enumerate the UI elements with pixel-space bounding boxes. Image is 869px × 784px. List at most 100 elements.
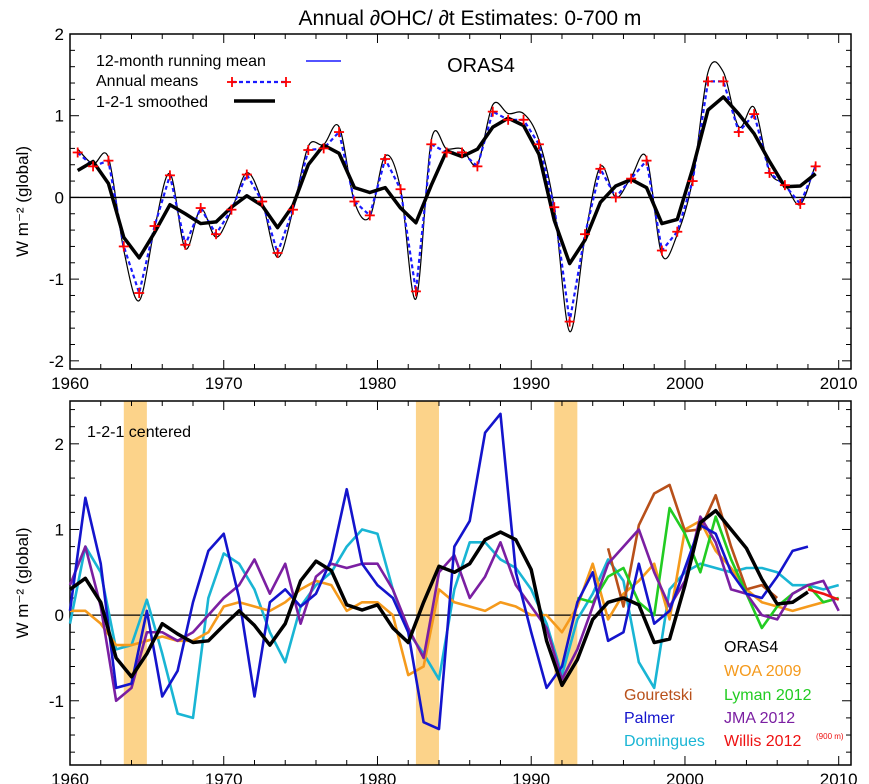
annual-mean-marker bbox=[564, 316, 575, 327]
annual-mean-marker bbox=[764, 167, 775, 178]
annual-mean-marker bbox=[795, 198, 806, 209]
annual-mean-marker bbox=[641, 155, 652, 166]
series-gouretski bbox=[606, 483, 779, 608]
legend-entry: Willis 2012 bbox=[724, 733, 801, 750]
y-tick-label: 2 bbox=[55, 435, 64, 454]
annual-mean-marker bbox=[257, 196, 268, 207]
x-tick-label: 1960 bbox=[51, 770, 89, 784]
y-tick-label: 1 bbox=[55, 520, 64, 539]
annual-mean-marker bbox=[810, 161, 821, 172]
annual-mean-marker bbox=[134, 288, 145, 299]
annual-mean-marker bbox=[487, 106, 498, 117]
volcanic-band bbox=[554, 401, 578, 765]
x-tick-label: 2000 bbox=[666, 374, 704, 393]
annual-mean-marker bbox=[441, 147, 452, 158]
y-tick-label: -2 bbox=[49, 352, 64, 371]
annual-mean-marker bbox=[533, 139, 544, 150]
legend-entry: ORAS4 bbox=[724, 639, 778, 656]
annual-mean-marker bbox=[410, 286, 421, 297]
annual-mean-marker bbox=[549, 202, 560, 213]
annual-mean-marker bbox=[580, 229, 591, 240]
annual-mean-marker bbox=[118, 241, 129, 252]
annual-mean-marker bbox=[88, 161, 99, 172]
legend-entry: WOA 2009 bbox=[724, 663, 801, 680]
x-tick-label: 2000 bbox=[666, 770, 704, 784]
x-tick-label: 2010 bbox=[820, 374, 858, 393]
annual-mean-marker bbox=[610, 192, 621, 203]
annual-mean-marker bbox=[426, 139, 437, 150]
annual-mean-marker bbox=[211, 229, 222, 240]
y-axis-label: W m⁻² (global) bbox=[13, 528, 32, 639]
annual-mean-marker bbox=[626, 173, 637, 184]
x-tick-label: 1980 bbox=[359, 374, 397, 393]
legend-entry: Lyman 2012 bbox=[724, 687, 812, 704]
annual-mean-marker bbox=[149, 221, 160, 232]
volcanic-band bbox=[123, 401, 147, 765]
annual-mean-marker bbox=[703, 76, 714, 87]
annual-mean-marker bbox=[103, 155, 114, 166]
legend-entry: Palmer bbox=[624, 710, 675, 727]
panel-title: 1-2-1 centered bbox=[87, 424, 191, 441]
annual-mean-marker bbox=[687, 176, 698, 187]
legend-entry: JMA 2012 bbox=[724, 710, 795, 727]
y-tick-label: -1 bbox=[49, 270, 64, 289]
annual-mean-marker bbox=[380, 154, 391, 165]
bottom-panel: 1960 1970 1980 1990 2000 2010 -1 0 1 2 W m⁻² (glob… bbox=[13, 400, 858, 784]
annual-mean-marker bbox=[349, 196, 360, 207]
annual-mean-marker bbox=[718, 76, 729, 87]
annual-mean-marker bbox=[318, 143, 329, 154]
annual-mean-marker bbox=[287, 204, 298, 215]
y-tick-label: 0 bbox=[55, 188, 64, 207]
x-tick-label: 1980 bbox=[359, 770, 397, 784]
x-tick-label: 1990 bbox=[512, 374, 550, 393]
annual-mean-marker bbox=[272, 247, 283, 258]
annual-mean-marker bbox=[672, 226, 683, 237]
series-oras4 bbox=[68, 508, 809, 688]
x-tick-label: 1970 bbox=[205, 770, 243, 784]
annual-mean-marker bbox=[164, 170, 175, 181]
annual-mean-marker bbox=[334, 127, 345, 138]
annual-mean-marker bbox=[518, 114, 529, 125]
x-tick-label: 1970 bbox=[205, 374, 243, 393]
volcanic-band bbox=[415, 401, 439, 765]
annual-mean-marker bbox=[733, 127, 744, 138]
annual-mean-marker bbox=[226, 204, 237, 215]
y-tick-label: -1 bbox=[49, 692, 64, 711]
annual-mean-marker bbox=[749, 109, 760, 120]
legend: 12-month running mean Annual means 1-2-1 s… bbox=[96, 53, 341, 111]
annual-mean-marker bbox=[195, 203, 206, 214]
legend-note: (900 m) bbox=[816, 732, 844, 741]
legend-label: Annual means bbox=[96, 73, 198, 90]
x-tick-label: 2010 bbox=[820, 770, 858, 784]
annual-mean-marker bbox=[241, 169, 252, 180]
x-tick-label: 1960 bbox=[51, 374, 89, 393]
series-willis-2012 bbox=[807, 588, 840, 601]
legend-label: 12-month running mean bbox=[96, 53, 266, 70]
legend: ORAS4 WOA 2009 Gouretski Lyman 2012 Palmer JM… bbox=[624, 639, 844, 750]
annual-mean-marker bbox=[364, 210, 375, 221]
legend-entry: Domingues bbox=[624, 733, 705, 750]
annual-mean-marker bbox=[472, 161, 483, 172]
legend-label: 1-2-1 smoothed bbox=[96, 94, 208, 111]
annual-mean-marker bbox=[595, 163, 606, 174]
y-tick-label: 1 bbox=[55, 107, 64, 126]
annual-mean-marker bbox=[503, 114, 514, 125]
series-palmer bbox=[68, 412, 809, 731]
annual-mean-marker bbox=[303, 145, 314, 156]
annual-mean-marker bbox=[457, 147, 468, 158]
annual-mean-marker bbox=[180, 239, 191, 250]
legend-entry: Gouretski bbox=[624, 687, 692, 704]
panel-title: ORAS4 bbox=[447, 55, 515, 77]
y-axis-label: W m⁻² (global) bbox=[13, 146, 32, 257]
annual-mean-marker bbox=[72, 147, 83, 158]
annual-mean-marker bbox=[395, 184, 406, 195]
y-tick-label: 2 bbox=[55, 25, 64, 44]
top-panel: 1960 1970 1980 1990 2000 2010 -2 -1 0 1 2 W m⁻² (gl… bbox=[13, 25, 858, 393]
x-tick-label: 1990 bbox=[512, 770, 550, 784]
series-domingues bbox=[68, 528, 840, 720]
figure-title: Annual ∂OHC/ ∂t Estimates: 0-700 m bbox=[299, 7, 642, 30]
y-tick-label: 0 bbox=[55, 606, 64, 625]
annual-mean-marker bbox=[656, 245, 667, 256]
plot-frame bbox=[69, 33, 852, 370]
